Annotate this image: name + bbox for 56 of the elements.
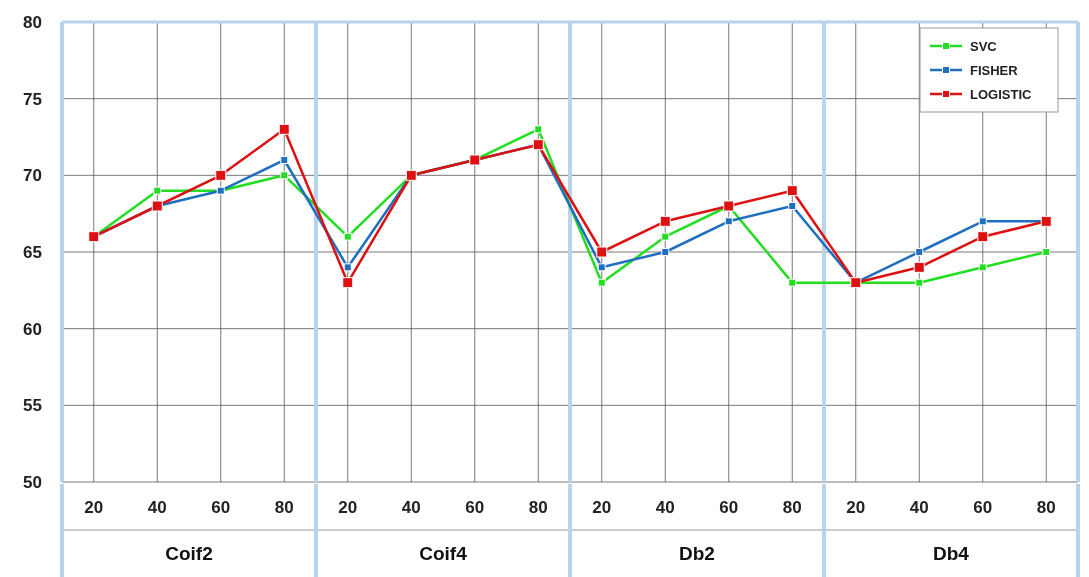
point xyxy=(342,277,354,289)
x-tick-label: 20 xyxy=(846,498,866,517)
x-tick-label: 40 xyxy=(655,498,675,517)
y-tick-label: 65 xyxy=(23,242,42,262)
x-tick-label: 40 xyxy=(401,498,421,517)
x-tick-label: 60 xyxy=(211,498,231,517)
x-tick-label: 40 xyxy=(147,498,167,517)
point xyxy=(215,169,227,181)
x-tick-label: 60 xyxy=(719,498,739,517)
legend-label: FISHER xyxy=(970,62,1019,78)
point xyxy=(913,261,925,273)
text: Db4 xyxy=(933,543,970,564)
x-tick-label: 80 xyxy=(528,498,548,517)
y-tick-label: 60 xyxy=(23,319,42,339)
point xyxy=(534,125,543,134)
x-tick-label: 20 xyxy=(84,498,104,517)
point xyxy=(343,232,352,241)
x-tick-label: 60 xyxy=(973,498,993,517)
y-tick-label: 55 xyxy=(23,396,42,416)
point xyxy=(661,248,670,256)
point xyxy=(978,263,987,272)
x-tick-label: 20 xyxy=(338,498,358,517)
point xyxy=(597,278,606,287)
point xyxy=(280,156,289,164)
point xyxy=(153,186,162,195)
y-tick-label: 70 xyxy=(23,166,42,186)
y-tick-label: 80 xyxy=(23,12,42,32)
x-tick-label: 80 xyxy=(274,498,294,517)
x-tick-label: 20 xyxy=(592,498,612,517)
x-tick-label: 40 xyxy=(909,498,929,517)
point xyxy=(978,217,987,226)
text: Db2 xyxy=(679,543,715,564)
point xyxy=(915,278,924,287)
y-tick-label: 75 xyxy=(23,89,42,109)
point xyxy=(343,263,352,272)
x-tick-label: 80 xyxy=(1036,498,1056,517)
legend-label: LOGISTIC xyxy=(970,86,1032,102)
point xyxy=(659,215,671,227)
text: Coif2 xyxy=(165,543,213,564)
x-tick-label: 80 xyxy=(782,498,802,517)
point xyxy=(788,278,797,287)
point xyxy=(786,185,798,197)
point xyxy=(788,202,797,210)
point xyxy=(596,246,608,258)
point xyxy=(977,231,989,243)
point xyxy=(597,263,606,272)
legend-label: SVC xyxy=(970,38,998,54)
point xyxy=(915,248,924,256)
point xyxy=(278,123,290,135)
point xyxy=(280,171,289,180)
text: Coif4 xyxy=(419,543,468,564)
point xyxy=(661,232,670,241)
point xyxy=(724,217,733,226)
point xyxy=(1042,248,1051,256)
x-tick-label: 60 xyxy=(465,498,485,517)
y-tick-label: 50 xyxy=(23,472,42,492)
